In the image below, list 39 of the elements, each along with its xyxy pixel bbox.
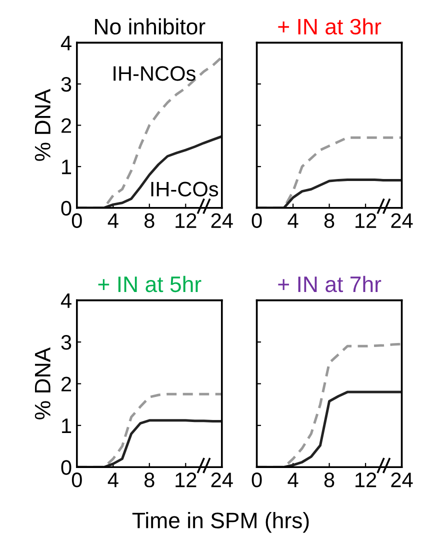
x-tick-label: 8 xyxy=(144,213,154,228)
series-label: IH-COs xyxy=(151,182,218,196)
x-tick-label: 8 xyxy=(324,472,334,488)
y-tick-label: 3 xyxy=(61,76,72,92)
chart-title: + IN at 7hr xyxy=(278,276,382,292)
chart-title: + IN at 3hr xyxy=(278,18,382,35)
x-axis-title: Time in SPM (hrs) xyxy=(132,512,309,533)
x-tick-label: 0 xyxy=(252,213,262,228)
y-tick-label: 0 xyxy=(61,200,72,216)
series-label: IH-NCOs xyxy=(114,66,196,81)
x-tick-label: 12 xyxy=(356,213,376,228)
x-tick-label: 4 xyxy=(108,213,118,228)
y-axis-title: % DNA xyxy=(34,88,50,161)
y-tick-label: 1 xyxy=(62,160,72,174)
x-tick-label: 12 xyxy=(356,472,376,488)
y-axis-title: % DNA xyxy=(34,347,50,420)
x-tick-label: 12 xyxy=(176,472,196,488)
y-tick-label: 0 xyxy=(61,460,72,475)
x-tick-label: 8 xyxy=(144,472,154,488)
x-tick-label: 24 xyxy=(391,472,413,488)
x-tick-label: 0 xyxy=(72,213,82,228)
y-tick-label: 4 xyxy=(60,294,72,308)
x-tick-label: 12 xyxy=(176,213,196,228)
x-tick-label: 8 xyxy=(324,213,334,228)
y-tick-label: 2 xyxy=(62,118,71,133)
y-tick-label: 2 xyxy=(62,376,71,392)
x-tick-label: 4 xyxy=(108,472,118,488)
x-tick-label: 0 xyxy=(252,472,262,488)
x-tick-label: 24 xyxy=(211,472,233,488)
y-tick-label: 4 xyxy=(60,36,72,50)
x-tick-label: 24 xyxy=(391,213,413,228)
chart-title: + IN at 5hr xyxy=(98,276,202,292)
x-tick-label: 24 xyxy=(211,213,233,228)
x-tick-label: 4 xyxy=(288,472,298,488)
x-tick-label: 0 xyxy=(72,472,82,488)
y-tick-label: 3 xyxy=(61,335,72,350)
chart-title: No inhibitor xyxy=(95,18,206,35)
y-tick-label: 1 xyxy=(62,418,72,433)
x-tick-label: 4 xyxy=(288,213,298,228)
